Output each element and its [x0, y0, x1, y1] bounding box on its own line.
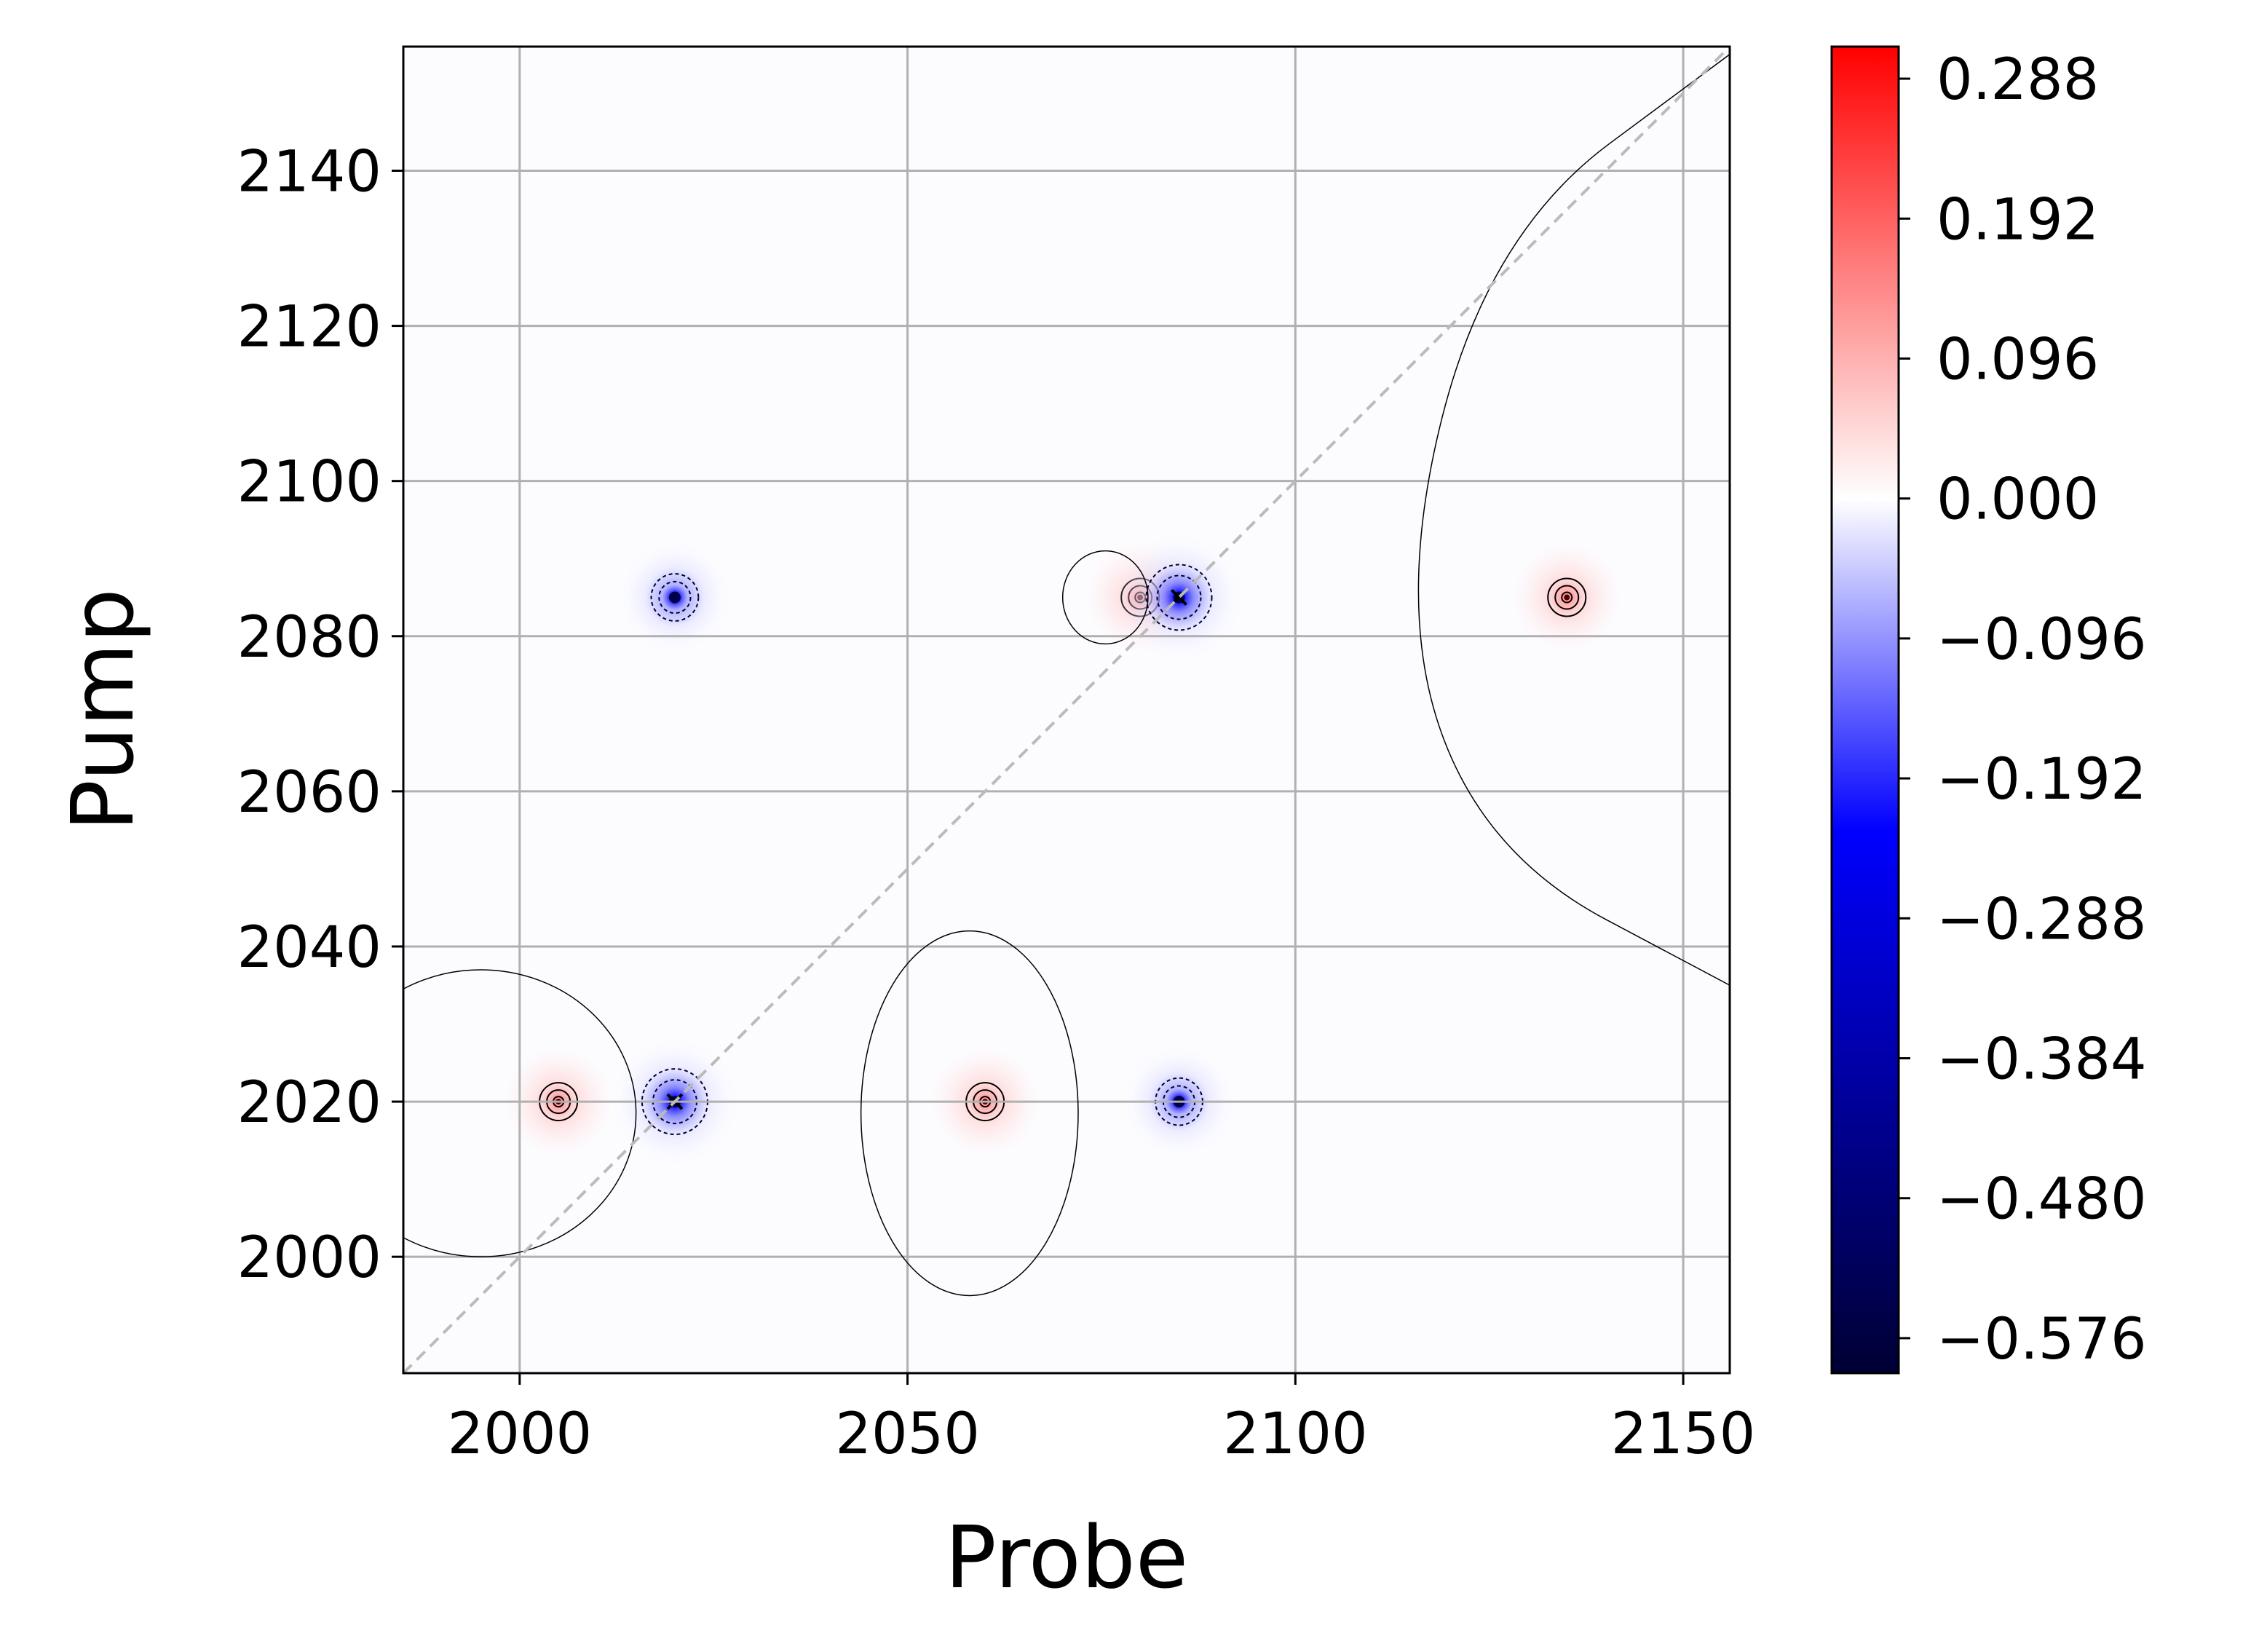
plot-area: 2000 2050 2100 2150 2000 2020 2040 2060 2080 210… — [237, 45, 1756, 1467]
diagonal-line — [403, 47, 1730, 1373]
colorbar-gradient — [1830, 45, 1900, 1375]
colorbar: 0.288 0.192 0.096 0.000 −0.096 −0.192 −0.288 −0… — [1830, 45, 2147, 1375]
colorbar-tick-label: −0.576 — [1937, 1307, 2147, 1372]
y-tick-label: 2100 — [237, 450, 381, 515]
peak-contour-negative — [650, 573, 700, 622]
peak-contour-positive — [1554, 585, 1580, 610]
x-tick-label: 2100 — [1223, 1402, 1368, 1467]
colorbar-tick-label: −0.480 — [1937, 1167, 2147, 1233]
y-tick-label: 2020 — [237, 1070, 381, 1136]
zero-contour — [1417, 54, 1730, 986]
x-axis-ticks: 2000 2050 2100 2150 — [448, 1373, 1756, 1467]
zero-contour — [860, 930, 1079, 1297]
y-tick-label: 2060 — [237, 760, 381, 826]
peak-contour-negative — [1145, 564, 1213, 631]
x-tick-label: 2050 — [835, 1402, 980, 1467]
zero-contour — [403, 969, 637, 1257]
colorbar-ticks: 0.288 0.192 0.096 0.000 −0.096 −0.192 −0.288 −0… — [1899, 47, 2147, 1372]
peak-contour-positive — [1547, 577, 1587, 617]
colorbar-tick-label: −0.288 — [1937, 887, 2147, 952]
colorbar-tick-label: −0.384 — [1937, 1027, 2147, 1093]
grid — [403, 47, 1730, 1373]
peak-core — [1564, 594, 1570, 601]
plot-frame — [402, 45, 1731, 1375]
y-axis-ticks: 2000 2020 2040 2060 2080 2100 2120 2140 — [237, 139, 403, 1291]
y-tick-label: 2120 — [237, 295, 381, 360]
colorbar-tick-label: −0.192 — [1937, 747, 2147, 813]
x-tick-label: 2000 — [448, 1402, 593, 1467]
peak-contour-positive — [1561, 591, 1573, 604]
peak-contour-negative — [658, 580, 692, 614]
y-tick-label: 2000 — [237, 1225, 381, 1291]
y-tick-label: 2040 — [237, 915, 381, 981]
colorbar-tick-label: 0.288 — [1937, 47, 2099, 113]
colorbar-tick-label: 0.096 — [1937, 327, 2099, 392]
y-tick-label: 2080 — [237, 605, 381, 671]
peak-core — [668, 591, 681, 604]
zero-contour — [1061, 550, 1149, 645]
x-tick-label: 2150 — [1611, 1402, 1756, 1467]
colorbar-tick-label: 0.000 — [1937, 467, 2099, 533]
colorbar-tick-label: −0.096 — [1937, 607, 2147, 673]
y-axis-label: Pump — [52, 588, 153, 831]
diagonal-reference — [403, 47, 1730, 1373]
zero-contours — [403, 54, 1730, 1297]
peak-contour-negative — [1156, 574, 1202, 620]
colorbar-tick-label: 0.192 — [1937, 187, 2099, 253]
y-tick-label: 2140 — [237, 139, 381, 205]
x-axis-label: Probe — [945, 1507, 1189, 1608]
